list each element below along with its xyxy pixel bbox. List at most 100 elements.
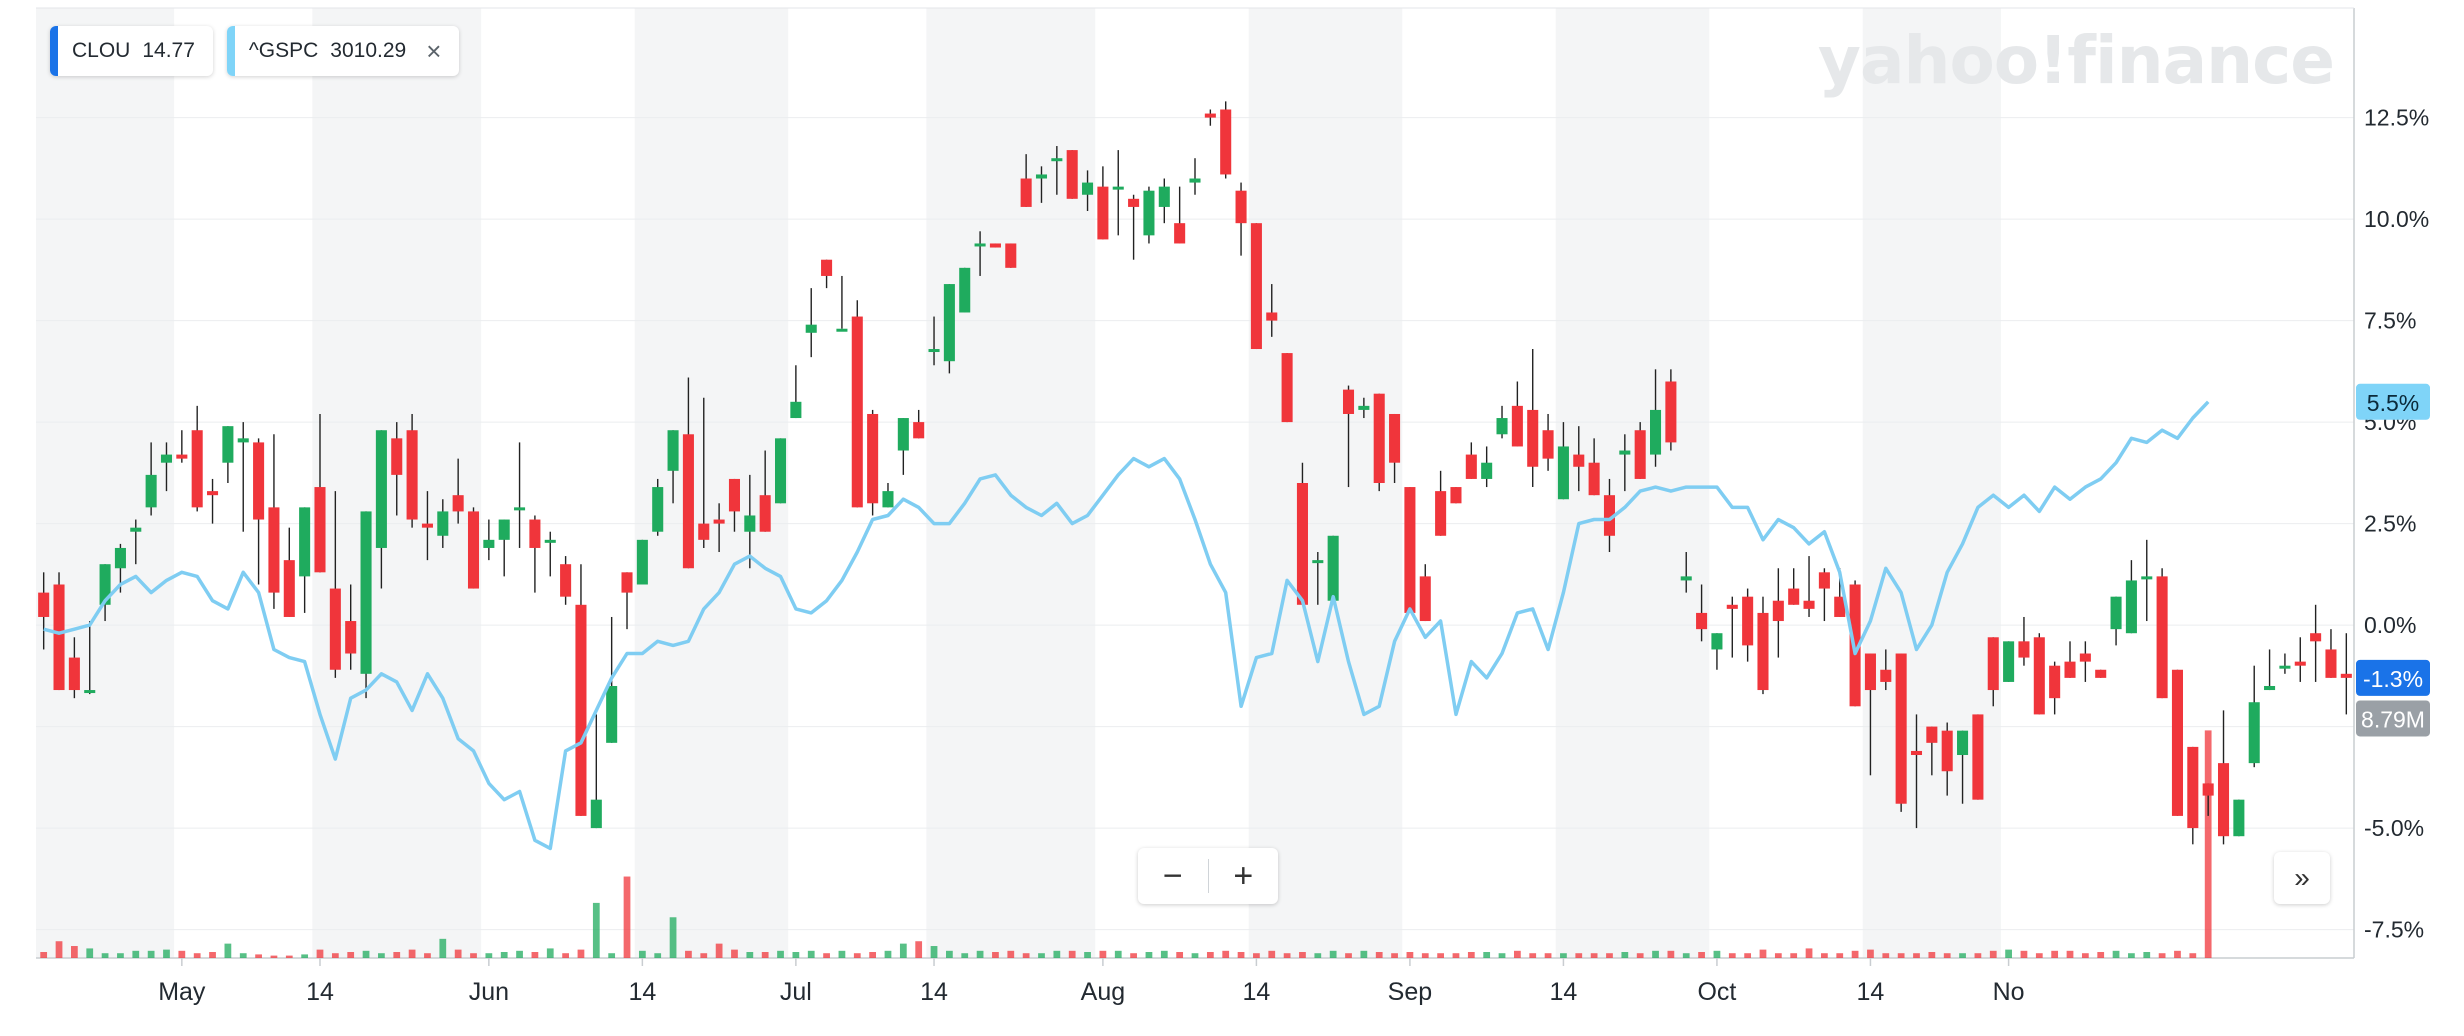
candle-body [314, 487, 326, 573]
zoom-divider [1207, 859, 1209, 893]
candle-body [805, 324, 817, 333]
candle-body [1158, 186, 1170, 207]
candle-body [2125, 580, 2137, 634]
volume-bar [1253, 953, 1260, 958]
current-value-label: 5.5% [2367, 390, 2419, 416]
candle-body [1342, 389, 1355, 414]
candle-body [1266, 312, 1278, 321]
volume-bar [807, 950, 815, 958]
candle-body [2079, 653, 2091, 662]
candle-body [851, 316, 863, 508]
month-band [1862, 8, 2001, 958]
volume-bar [331, 953, 339, 958]
candle-body [1174, 223, 1186, 244]
candle-body [207, 491, 219, 496]
candle-body [774, 438, 787, 504]
candle-body [606, 685, 618, 743]
y-tick-label: 2.5% [2364, 511, 2416, 537]
volume-bar [930, 946, 938, 958]
x-tick-label: Aug [1081, 978, 1125, 1006]
candle-body [790, 401, 802, 419]
volume-bar [301, 954, 309, 958]
volume-bar [1191, 953, 1199, 958]
legend-color-swatch [50, 26, 58, 76]
volume-bar [1145, 952, 1153, 958]
candle-body [1496, 418, 1508, 435]
zoom-out-button[interactable]: − [1162, 857, 1183, 895]
volume-bar [915, 941, 923, 958]
volume-bar [1974, 953, 1982, 958]
candle-body [391, 438, 403, 475]
volume-bar [1821, 953, 1828, 958]
volume-bar [884, 950, 892, 958]
volume-bar [992, 952, 999, 958]
candle-body [2202, 783, 2214, 796]
candle-body [1035, 174, 1048, 179]
candle-body [1542, 430, 1554, 459]
expand-chevron-icon[interactable]: » [2274, 852, 2330, 904]
candle-body [1634, 430, 1646, 479]
month-band [634, 8, 789, 958]
volume-bar [163, 949, 170, 958]
candle-body [283, 560, 295, 617]
volume-bar [270, 955, 278, 958]
volume-bar [1237, 952, 1245, 958]
current-value-badge [2356, 700, 2430, 737]
volume-bar [1406, 952, 1414, 958]
volume-bar [546, 948, 554, 958]
candle-body [821, 259, 833, 276]
candle-body [590, 799, 602, 829]
volume-bar [316, 949, 324, 958]
candle-body [1281, 353, 1293, 423]
candle-body [1112, 186, 1124, 190]
volume-bar [761, 952, 769, 958]
candle-body [713, 519, 725, 524]
volume-bar [86, 948, 94, 958]
volume-bar [2204, 730, 2212, 958]
volume-bar [1114, 950, 1122, 958]
candle-body [1020, 178, 1032, 207]
current-value-badge [2356, 383, 2430, 420]
candle-body [222, 426, 234, 463]
x-tick-label: 14 [306, 978, 334, 1006]
volume-bar [362, 950, 370, 958]
legend-item-clou[interactable]: CLOU 14.77 [50, 26, 213, 76]
volume-bar [255, 954, 262, 958]
zoom-in-button[interactable]: + [1233, 857, 1254, 895]
candle-body [2294, 661, 2306, 666]
candle-body [375, 430, 387, 548]
x-tick-label: Jun [469, 978, 509, 1006]
volume-bar [1636, 953, 1644, 958]
candle-body [1788, 588, 1800, 605]
candle-body [2187, 746, 2199, 829]
candle-body [114, 547, 126, 569]
volume-bar [1836, 953, 1844, 958]
candle-body [437, 511, 449, 536]
candle-body [483, 539, 495, 548]
volume-bar [40, 952, 48, 958]
legend-value: 3010.29 [330, 39, 407, 62]
volume-bar [1652, 950, 1659, 958]
volume-bar [178, 950, 186, 958]
volume-bar [1452, 953, 1460, 958]
candle-body [1557, 446, 1569, 500]
candle-body [1742, 596, 1754, 646]
volume-bar [1498, 953, 1506, 958]
legend-item-gspc[interactable]: ^GSPC 3010.29 × [226, 26, 460, 76]
candle-body [2141, 576, 2153, 580]
volume-bar [224, 943, 232, 958]
volume-bar [1728, 953, 1736, 958]
legend-symbol: ^GSPC [248, 39, 319, 62]
volume-bar [2051, 950, 2059, 958]
remove-comparison-close-icon[interactable]: × [426, 36, 442, 66]
candle-body [145, 474, 157, 508]
candle-body [2340, 673, 2352, 678]
volume-bar [1882, 953, 1890, 958]
volume-bar [1897, 953, 1905, 958]
volume-bar [2174, 950, 2181, 958]
volume-bar [1130, 953, 1137, 958]
candle-body [1880, 669, 1892, 682]
candle-body [2325, 649, 2337, 678]
candle-body [68, 657, 80, 691]
